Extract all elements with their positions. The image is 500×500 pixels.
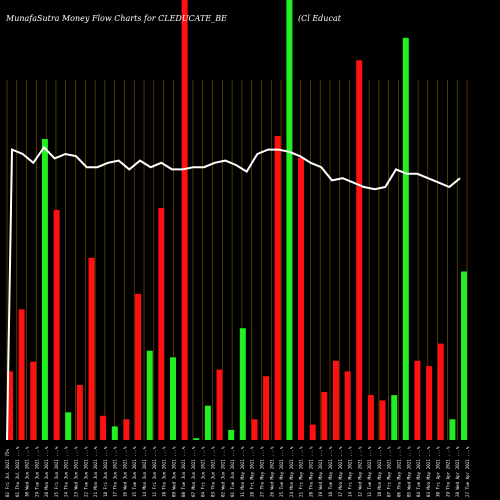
x-tick-label: 11 Tue May 2021 ...% — [367, 446, 372, 497]
x-tick-label: 16 Wed Jun 2021 ...% — [122, 446, 127, 497]
bar-down — [309, 424, 316, 440]
bar-down — [88, 257, 95, 440]
bar-down — [437, 343, 444, 440]
x-tick-labels: 02 Fri Jul 2021 75% 01 Thu Jul 2021 ...% 3… — [5, 446, 470, 497]
x-tick-label: 04 Tue May 2021 ...% — [416, 446, 421, 497]
x-tick-label: 18 Tue May 2021 ...% — [328, 446, 333, 497]
x-tick-label: 27 Tue Apr 2021 ...% — [465, 446, 470, 497]
bar-up — [391, 395, 398, 440]
bar-down — [158, 208, 165, 440]
x-tick-label: 02 Wed Jun 2021 ...% — [220, 446, 225, 497]
bar-down — [135, 293, 142, 440]
bar-down — [344, 371, 351, 440]
bar-down — [332, 360, 339, 440]
x-tick-label: 03 Mon May 2021 ...% — [426, 446, 431, 497]
bar-down — [53, 209, 60, 440]
x-tick-label: 06 Thu May 2021 ...% — [397, 446, 402, 497]
x-tick-label: 14 Fri May 2021 ...% — [348, 446, 353, 497]
x-tick-label: 30 Fri Apr 2021 ...% — [436, 446, 441, 497]
x-tick-label: 26 Wed May 2021 ...% — [269, 446, 274, 497]
money-flow-line — [6, 145, 461, 441]
bar-down — [321, 392, 328, 440]
x-tick-label: 20 Thu May 2021 ...% — [308, 446, 313, 497]
x-tick-label: 04 Fri Jun 2021 ...% — [201, 446, 206, 497]
bar-down — [100, 415, 107, 440]
bar-down — [274, 136, 281, 440]
x-tick-label: 27 Thu May 2021 ...% — [260, 446, 265, 497]
bar-up — [41, 139, 48, 440]
x-tick-label: 19 Wed May 2021 ...% — [318, 446, 323, 497]
x-tick-label: 02 Fri Jul 2021 75% — [5, 449, 10, 497]
bar-up — [65, 412, 72, 440]
bar-down — [30, 361, 37, 440]
bar-down — [251, 419, 258, 440]
bar-up — [286, 0, 293, 440]
x-tick-label: 05 Wed May 2021 ...% — [406, 446, 411, 497]
x-tick-label: 25 Fri Jun 2021 ...% — [54, 446, 59, 497]
bar-up — [402, 37, 409, 441]
x-tick-label: 30 Wed Jun 2021 ...% — [25, 446, 30, 497]
bar-down — [379, 400, 386, 440]
bar-down — [414, 360, 421, 440]
bar-up — [204, 405, 211, 440]
bar-down — [76, 385, 83, 440]
bar-down — [367, 395, 374, 440]
bar-down — [123, 419, 130, 440]
x-tick-label: 31 Mon May 2021 ...% — [240, 446, 245, 497]
x-tick-label: 17 Mon May 2021 ...% — [338, 446, 343, 497]
x-tick-label: 22 Tue Jun 2021 ...% — [83, 446, 88, 497]
x-tick-label: 28 Mon Jun 2021 ...% — [44, 446, 49, 497]
x-tick-label: 11 Fri Jun 2021 ...% — [152, 446, 157, 497]
bar-down — [426, 366, 433, 440]
x-tick-label: 21 Fri May 2021 ...% — [299, 446, 304, 497]
x-tick-label: 25 Tue May 2021 ...% — [279, 446, 284, 497]
bar-down — [181, 0, 188, 440]
bar-up — [461, 271, 467, 440]
bar-series — [7, 0, 467, 441]
bar-down — [298, 158, 304, 440]
bar-up — [239, 328, 246, 440]
x-tick-label: 10 Thu Jun 2021 ...% — [162, 446, 167, 497]
x-tick-label: 14 Mon Jun 2021 ...% — [142, 446, 147, 497]
bar-up — [449, 419, 456, 440]
bar-up — [111, 426, 118, 440]
x-tick-label: 07 Mon Jun 2021 ...% — [191, 446, 196, 497]
x-tick-label: 28 Fri May 2021 ...% — [250, 446, 255, 497]
x-tick-label: 24 Mon May 2021 ...% — [289, 446, 294, 497]
x-tick-label: 29 Thu Apr 2021 ...% — [445, 446, 450, 497]
bar-down — [7, 371, 13, 440]
chart-subtitle: (Cl Educat — [298, 14, 342, 23]
bar-up — [170, 357, 176, 440]
x-tick-label: 01 Tue Jun 2021 ...% — [230, 446, 235, 497]
chart-title: MunafaSutra Money Flow Charts for CLEDUC… — [5, 14, 227, 23]
x-tick-label: 10 Mon May 2021 ...% — [377, 446, 382, 497]
x-tick-label: 28 Wed Apr 2021 ...% — [455, 446, 460, 497]
x-tick-label: 21 Mon Jun 2021 ...% — [93, 446, 98, 497]
x-tick-label: 08 Tue Jun 2021 ...% — [181, 446, 186, 497]
x-tick-label: 23 Wed Jun 2021 ...% — [74, 446, 79, 497]
bar-down — [263, 376, 270, 440]
x-tick-label: 15 Tue Jun 2021 ...% — [132, 446, 137, 497]
bar-down — [216, 369, 223, 440]
x-tick-label: 29 Tue Jun 2021 ...% — [34, 446, 39, 497]
x-tick-label: 17 Thu Jun 2021 ...% — [113, 446, 118, 497]
x-tick-label: 12 Wed May 2021 ...% — [357, 446, 362, 497]
x-tick-label: 18 Fri Jun 2021 ...% — [103, 446, 108, 497]
bar-up — [146, 350, 153, 440]
bar-up — [193, 438, 200, 440]
x-tick-label: 09 Wed Jun 2021 ...% — [171, 446, 176, 497]
x-tick-label: 03 Thu Jun 2021 ...% — [211, 446, 216, 497]
x-tick-label: 01 Thu Jul 2021 ...% — [15, 446, 20, 497]
bar-down — [18, 309, 25, 440]
x-tick-label: 24 Thu Jun 2021 ...% — [64, 446, 69, 497]
bar-up — [228, 429, 235, 440]
bar-down — [356, 60, 363, 441]
x-tick-label: 07 Fri May 2021 ...% — [387, 446, 392, 497]
